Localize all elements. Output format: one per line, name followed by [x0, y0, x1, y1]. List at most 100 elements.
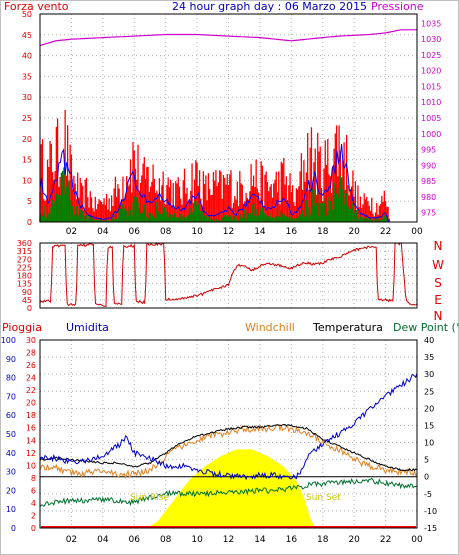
- rain-baseline: [41, 526, 416, 528]
- pressure-tick-label: 1005: [421, 114, 441, 123]
- wind-x-tick-label: 00: [411, 227, 423, 237]
- rain-tick-label: 10: [26, 461, 36, 470]
- humidity-tick-label: 0: [11, 524, 16, 533]
- rain-tick-label: 2: [31, 511, 36, 520]
- compass-label: S: [434, 276, 442, 290]
- humidity-tick-label: 100: [1, 336, 16, 345]
- wind-pressure-chart: Forza vento 24 hour graph day : 06 Marzo…: [4, 0, 441, 237]
- direction-series: [39, 242, 418, 308]
- dewpoint-legend: Dew Point (°C: [393, 321, 459, 334]
- pressure-tick-label: 1025: [421, 51, 441, 60]
- temperature-line: [39, 423, 418, 472]
- temp-plot-frame: [39, 339, 418, 529]
- temp-series: [39, 372, 418, 528]
- temp-x-tick-label: 04: [97, 535, 109, 545]
- direction-tick-label: 315: [17, 247, 32, 256]
- wind-tick-label: 5: [27, 197, 32, 206]
- wind-tick-label: 25: [22, 114, 32, 123]
- temp-x-tick-label: 18: [317, 535, 329, 545]
- rain-tick-label: 8: [31, 474, 36, 483]
- humidity-y-ticks: 0 10 20 30 40 50 60 70 80 90 100: [1, 336, 16, 533]
- wind-x-ticks: 02 04 06 08 10 12 14 16 18 20 22 00: [66, 227, 423, 237]
- wind-x-tick-label: 16: [286, 227, 298, 237]
- temp-x-tick-label: 08: [160, 535, 172, 545]
- wind-x-tick-label: 08: [160, 227, 172, 237]
- wind-x-tick-label: 10: [191, 227, 203, 237]
- compass-label: N: [434, 239, 443, 253]
- rain-tick-label: 24: [26, 374, 36, 383]
- temp-x-ticks: 02 04 06 08 10 12 14 16 18 20 22 00: [66, 535, 423, 545]
- temperature-tick-label: 30: [424, 370, 434, 379]
- humidity-tick-label: 90: [6, 355, 16, 364]
- temp-x-tick-label: 22: [380, 535, 391, 545]
- rain-tick-label: 6: [31, 486, 36, 495]
- pressure-tick-label: 1000: [421, 130, 441, 139]
- direction-line: [39, 242, 418, 308]
- compass-label: N: [434, 309, 443, 323]
- temperature-tick-label: 40: [424, 336, 434, 345]
- direction-tick-label: 180: [17, 272, 32, 281]
- pressure-tick-label: 995: [421, 146, 436, 155]
- wind-axis-label: Forza vento: [4, 0, 69, 13]
- compass-label: W: [432, 258, 444, 272]
- temp-humidity-chart: Pioggia Umidita Windchill Temperatura De…: [1, 321, 459, 545]
- temp-x-tick-label: 16: [286, 535, 298, 545]
- temp-x-tick-label: 20: [348, 535, 360, 545]
- humidity-tick-label: 40: [6, 449, 16, 458]
- direction-tick-label: 270: [17, 255, 32, 264]
- wind-x-tick-label: 18: [317, 227, 329, 237]
- sun-set-label: Sun Set: [306, 493, 341, 503]
- rain-tick-label: 0: [31, 524, 36, 533]
- rain-tick-label: 22: [26, 386, 36, 395]
- temperature-tick-label: 0: [424, 473, 429, 482]
- humidity-tick-label: 70: [6, 392, 16, 401]
- wind-x-tick-label: 06: [129, 227, 141, 237]
- direction-tick-label: 360: [17, 239, 32, 248]
- pressure-tick-label: 980: [421, 193, 436, 202]
- avg-wind-line: [39, 143, 417, 223]
- temperature-tick-label: 20: [424, 404, 434, 413]
- temperature-tick-label: 15: [424, 421, 434, 430]
- wind-tick-label: 20: [22, 135, 32, 144]
- pressure-tick-label: 975: [421, 209, 436, 218]
- humidity-axis-label: Umidita: [66, 321, 109, 334]
- temperature-tick-label: 10: [424, 439, 434, 448]
- temp-x-tick-label: 02: [66, 535, 77, 545]
- chart-title: 24 hour graph day : 06 Marzo 2015: [172, 0, 367, 13]
- direction-grid: [40, 242, 418, 309]
- temperature-tick-label: 25: [424, 387, 434, 396]
- rain-tick-label: 30: [26, 336, 36, 345]
- humidity-tick-label: 80: [6, 374, 16, 383]
- temperature-tick-label: -10: [424, 507, 437, 516]
- pressure-tick-label: 985: [421, 177, 436, 186]
- direction-tick-label: 225: [17, 263, 32, 272]
- windchill-line: [39, 424, 418, 479]
- pressure-tick-label: 990: [421, 161, 436, 170]
- direction-tick-label: 45: [22, 296, 32, 305]
- temperature-tick-label: 35: [424, 353, 434, 362]
- wind-x-tick-label: 22: [380, 227, 391, 237]
- temperature-tick-label: 5: [424, 456, 429, 465]
- humidity-tick-label: 20: [6, 486, 16, 495]
- sun-radiation-area: [40, 449, 417, 528]
- wind-tick-label: 45: [22, 31, 32, 40]
- wind-tick-label: 15: [22, 156, 32, 165]
- direction-plot-frame: [39, 242, 418, 309]
- pressure-y-ticks: 975 980 985 990 995 1000 1005 1010 1015 1020 1025 1…: [421, 19, 441, 217]
- dewpoint-line: [39, 477, 418, 508]
- compass-label: E: [434, 293, 442, 307]
- direction-tick-label: 135: [17, 280, 32, 289]
- wind-tick-label: 40: [22, 52, 32, 61]
- rain-tick-label: 20: [26, 399, 36, 408]
- pressure-line: [39, 29, 417, 47]
- temp-x-tick-label: 00: [411, 535, 423, 545]
- temperature-legend: Temperatura: [312, 321, 383, 334]
- direction-tick-label: 90: [22, 288, 32, 297]
- temperature-tick-label: -15: [424, 524, 437, 533]
- wind-tick-label: 0: [27, 218, 32, 227]
- pressure-tick-label: 1030: [421, 35, 441, 44]
- humidity-tick-label: 50: [6, 430, 16, 439]
